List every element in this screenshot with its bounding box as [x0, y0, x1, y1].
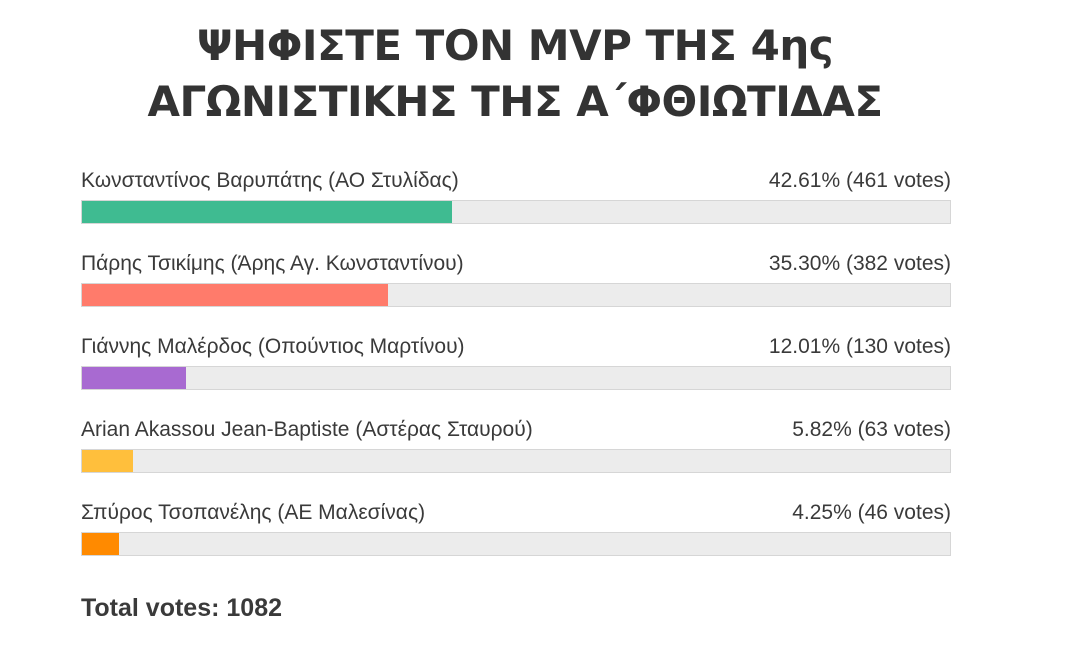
poll-option-bar-track: [81, 449, 951, 473]
poll-option-row: Γιάννης Μαλέρδος (Οπούντιος Μαρτίνου) 12…: [81, 326, 951, 360]
poll-option-row: Σπύρος Τσοπανέλης (ΑΕ Μαλεσίνας) 4.25% (…: [81, 492, 951, 526]
poll-option-row: Κωνσταντίνος Βαρυπάτης (ΑΟ Στυλίδας) 42.…: [81, 160, 951, 194]
poll-option-bar-track: [81, 283, 951, 307]
poll-option-label: Γιάννης Μαλέρδος (Οπούντιος Μαρτίνου): [81, 335, 465, 358]
poll-title-line-2: ΑΓΩΝΙΣΤΙΚΗΣ ΤΗΣ Α΄ΦΘΙΩΤΙΔΑΣ: [147, 77, 883, 126]
poll-option-result: 4.25% (46 votes): [792, 501, 951, 524]
poll-option-row: Arian Akassou Jean-Baptiste (Αστέρας Στα…: [81, 409, 951, 443]
poll-option-bar-fill: [82, 284, 389, 306]
poll-option-label: Πάρης Τσικίμης (Άρης Αγ. Κωνσταντίνου): [81, 252, 464, 275]
poll-option-bar-fill: [82, 367, 187, 389]
poll-option: Σπύρος Τσοπανέλης (ΑΕ Μαλεσίνας) 4.25% (…: [81, 492, 951, 575]
poll-option-result: 5.82% (63 votes): [792, 418, 951, 441]
poll-option-result: 35.30% (382 votes): [768, 252, 951, 275]
poll-options: Κωνσταντίνος Βαρυπάτης (ΑΟ Στυλίδας) 42.…: [81, 160, 951, 575]
poll-option-bar-track: [81, 200, 951, 224]
poll-option-label: Σπύρος Τσοπανέλης (ΑΕ Μαλεσίνας): [81, 501, 426, 524]
poll-title: ΨΗΦΙΣΤΕ ΤΟΝ MVP ΤΗΣ 4ης ΑΓΩΝΙΣΤΙΚΗΣ ΤΗΣ …: [0, 18, 1030, 130]
poll-option-result: 42.61% (461 votes): [768, 169, 951, 192]
poll-option-label: Arian Akassou Jean-Baptiste (Αστέρας Στα…: [81, 418, 533, 441]
poll-option: Arian Akassou Jean-Baptiste (Αστέρας Στα…: [81, 409, 951, 492]
poll-option: Κωνσταντίνος Βαρυπάτης (ΑΟ Στυλίδας) 42.…: [81, 160, 951, 243]
poll-title-line-1: ΨΗΦΙΣΤΕ ΤΟΝ MVP ΤΗΣ 4ης: [196, 21, 834, 70]
poll-option-bar-fill: [82, 533, 119, 555]
poll-option: Γιάννης Μαλέρδος (Οπούντιος Μαρτίνου) 12…: [81, 326, 951, 409]
total-votes: Total votes: 1082: [81, 594, 283, 622]
poll-option-bar-fill: [82, 201, 452, 223]
poll-option-label: Κωνσταντίνος Βαρυπάτης (ΑΟ Στυλίδας): [81, 169, 459, 192]
poll-option-bar-track: [81, 366, 951, 390]
poll-option: Πάρης Τσικίμης (Άρης Αγ. Κωνσταντίνου) 3…: [81, 243, 951, 326]
poll-option-bar-fill: [82, 450, 133, 472]
poll-option-result: 12.01% (130 votes): [768, 335, 951, 358]
poll-option-bar-track: [81, 532, 951, 556]
poll-option-row: Πάρης Τσικίμης (Άρης Αγ. Κωνσταντίνου) 3…: [81, 243, 951, 277]
